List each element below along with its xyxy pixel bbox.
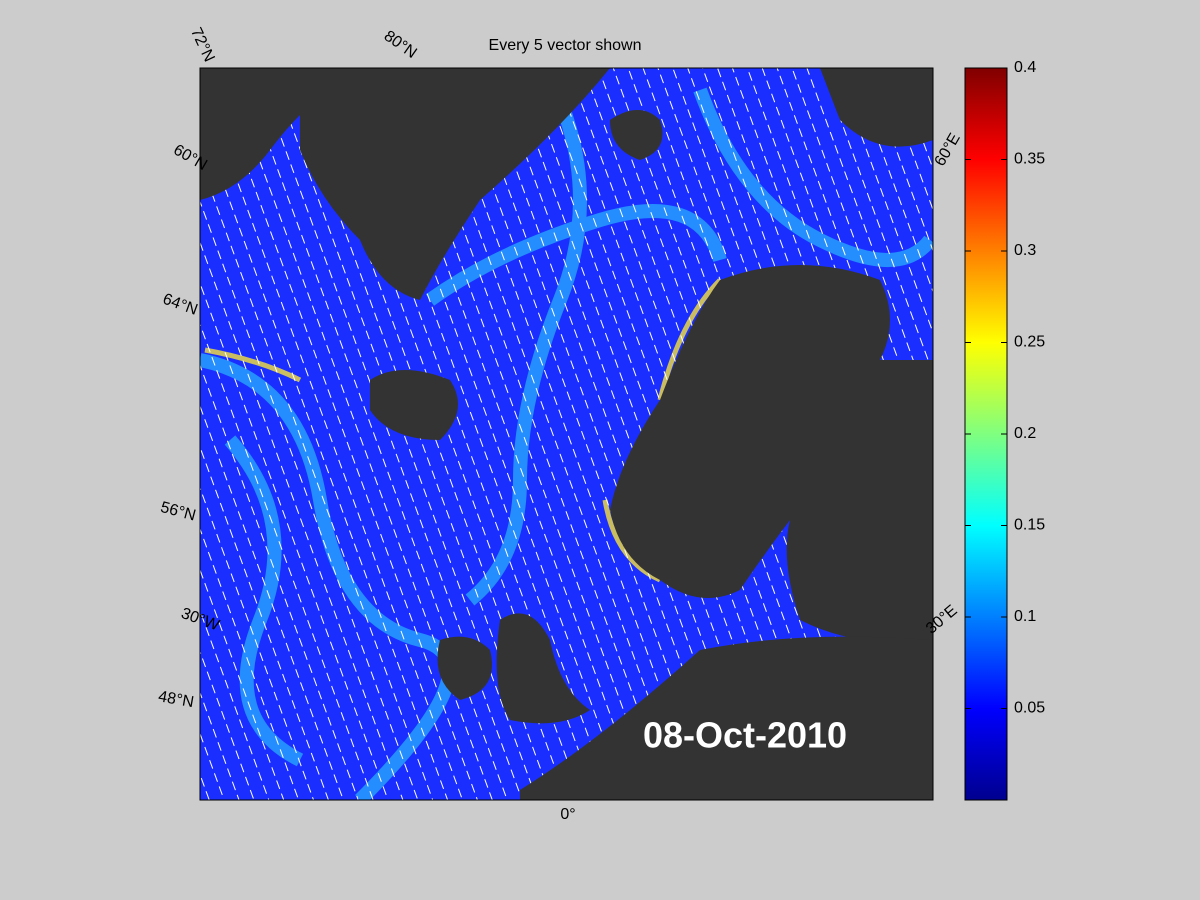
colorbar-tick-label: 0.4 [1014, 59, 1036, 76]
graticule-label: 72°N [187, 25, 218, 65]
graticule-label: 0° [560, 806, 575, 823]
title: Every 5 vector shown [489, 37, 642, 54]
date-label: 08-Oct-2010 [643, 715, 847, 756]
colorbar-tick-label: 0.05 [1014, 700, 1045, 717]
map-frame [199, 67, 934, 801]
colorbar-tick-label: 0.2 [1014, 425, 1036, 442]
graticule-label: 56°N [159, 499, 198, 525]
graticule-label: 80°N [381, 28, 420, 62]
graticule-label: 48°N [157, 688, 195, 711]
colorbar-tick-label: 0.3 [1014, 242, 1036, 259]
map [200, 68, 933, 800]
colorbar [964, 67, 1008, 801]
land [200, 68, 933, 800]
colorbar-tick-label: 0.25 [1014, 334, 1045, 351]
graticule-label: 60°E [932, 131, 964, 170]
graticule-label: 64°N [160, 291, 199, 319]
colorbar-tick-label: 0.15 [1014, 517, 1045, 534]
colorbar-tick-label: 0.1 [1014, 608, 1036, 625]
colorbar-tick-label: 0.35 [1014, 151, 1045, 168]
colorbar-ticks: 0.05 0.1 0.15 0.2 0.25 0.3 0.35 0.4 [965, 59, 1045, 717]
